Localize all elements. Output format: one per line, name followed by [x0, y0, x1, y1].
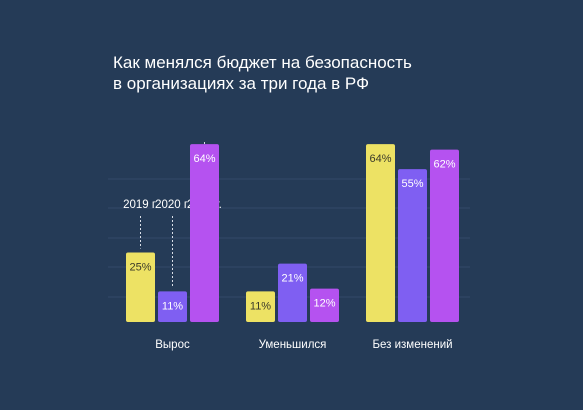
legend-label: 2019 г.: [123, 199, 158, 211]
data-label: 62%: [433, 159, 455, 171]
data-label: 64%: [193, 153, 215, 165]
data-label: 55%: [401, 178, 423, 190]
data-label: 21%: [281, 273, 303, 285]
chart-title-line-1: Как менялся бюджет на безопасность: [113, 53, 412, 72]
bar: [398, 169, 427, 322]
bar: [158, 291, 187, 322]
bar: [278, 263, 307, 322]
bar: [366, 144, 395, 322]
bar: [246, 291, 275, 322]
category-label: Вырос: [155, 339, 190, 351]
legend-label: 2020 г.: [155, 199, 190, 211]
chart-title-line-2: в организациях за три года в РФ: [113, 74, 370, 93]
bar: [126, 252, 155, 322]
data-label: 11%: [162, 300, 183, 312]
bar: [190, 144, 219, 322]
bars: 25% 11% 64% 11% 21% 55% 64% 12% 62%: [126, 144, 459, 322]
bar: [430, 149, 459, 322]
data-label: 12%: [313, 298, 335, 310]
data-label: 64%: [369, 153, 391, 165]
data-label: 25%: [129, 262, 151, 274]
bar: [310, 288, 339, 322]
category-label: Уменьшился: [259, 339, 327, 351]
data-label: 11%: [250, 300, 271, 312]
category-label: Без изменений: [372, 339, 452, 351]
chart-title: Как менялся бюджет на безопасность в орг…: [113, 52, 473, 94]
category-labels: Вырос Уменьшился Без изменений: [155, 339, 452, 351]
